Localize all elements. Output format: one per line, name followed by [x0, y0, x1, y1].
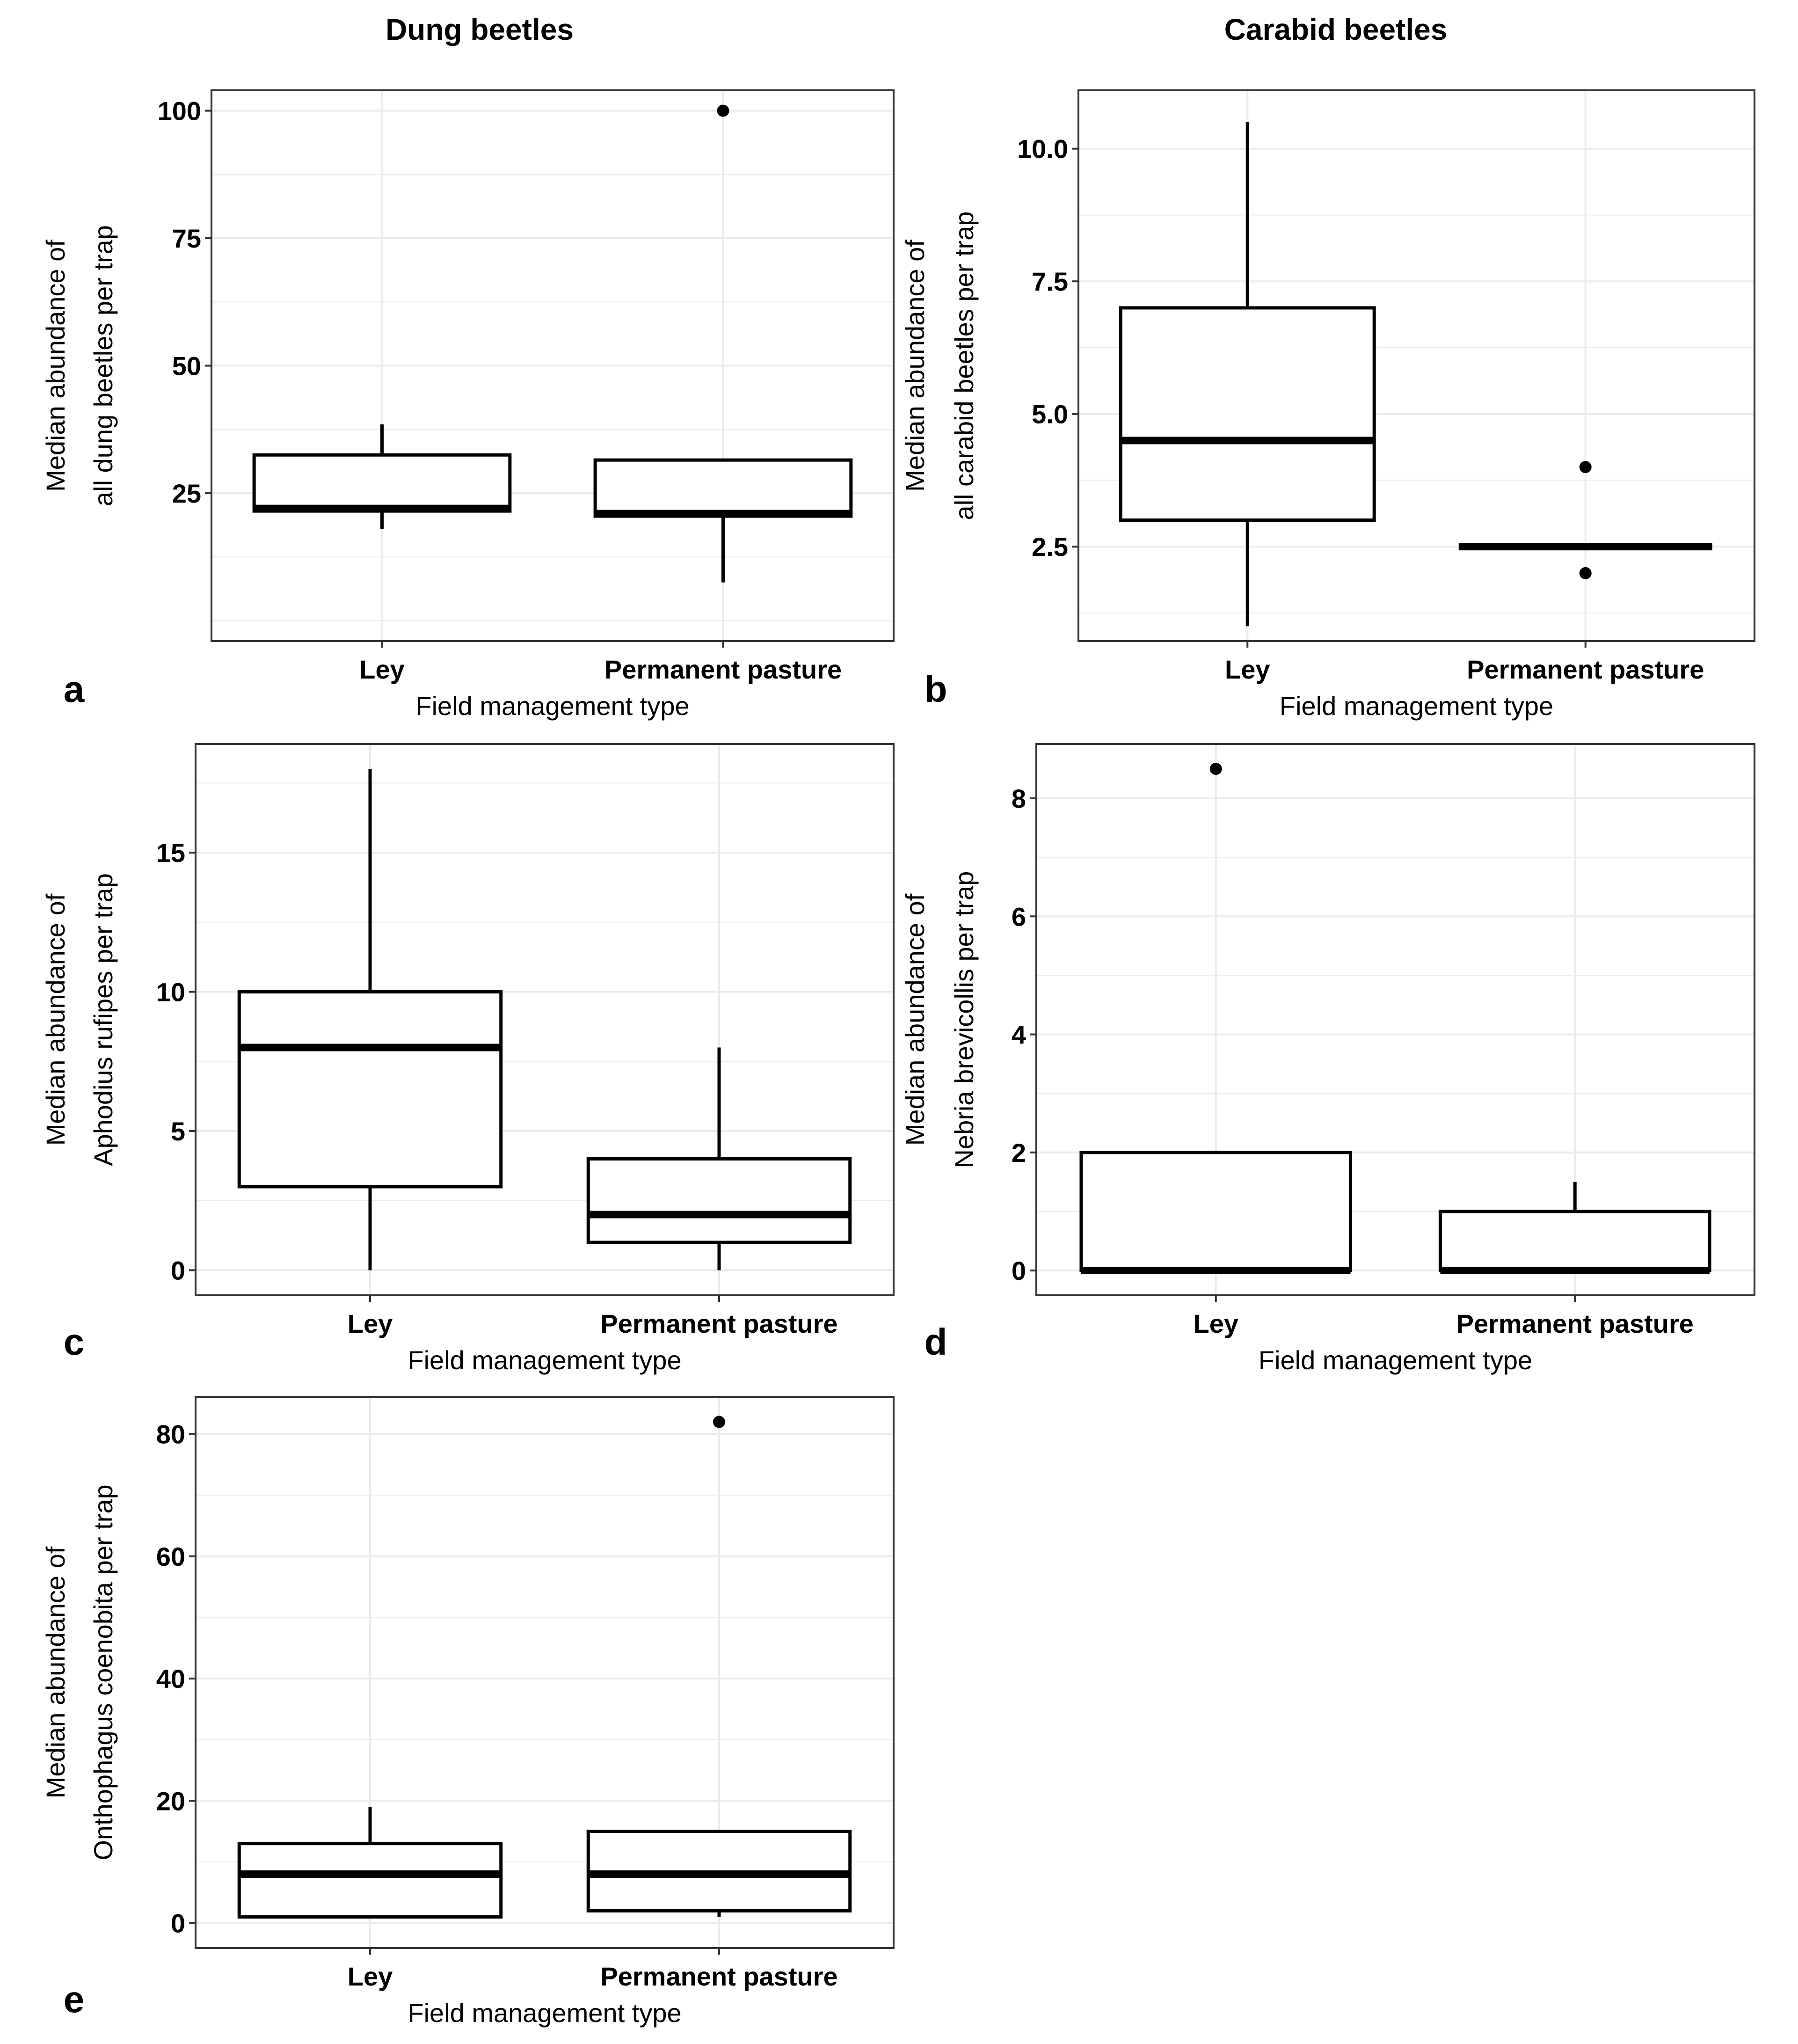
y-axis-title: all carabid beetles per trap — [949, 212, 979, 520]
y-axis-title: Onthophagus coenobita per trap — [88, 1484, 118, 1860]
column-title-dung-beetles: Dung beetles — [386, 13, 574, 46]
y-tick-label: 100 — [158, 96, 201, 126]
box-d-2 — [1438, 1182, 1711, 1275]
x-tick-label: Permanent pasture — [600, 1962, 837, 1991]
box-iqr — [1079, 1151, 1353, 1272]
y-tick-label: 40 — [156, 1664, 185, 1694]
box-c-2 — [586, 1047, 852, 1270]
column-title-carabid-beetles: Carabid beetles — [1224, 13, 1448, 46]
panel-label: b — [924, 668, 947, 710]
y-axis-title: Nebria brevicollis per trap — [949, 871, 979, 1168]
box-a-1 — [252, 424, 512, 529]
panel-border — [195, 743, 895, 1296]
y-tick-label: 0 — [171, 1908, 185, 1938]
y-tick-label: 7.5 — [1032, 267, 1068, 296]
y-tick-label: 5.0 — [1032, 400, 1068, 429]
box-e-2 — [586, 1416, 852, 1917]
outlier-point — [713, 1416, 725, 1428]
box-iqr — [593, 458, 853, 518]
box-b-2 — [1458, 461, 1712, 579]
y-tick-label: 0 — [1012, 1256, 1026, 1285]
panel-border — [1077, 89, 1755, 642]
y-tick-label: 8 — [1012, 784, 1026, 813]
x-axis-title: Field management type — [408, 1998, 681, 2028]
box-e-1 — [237, 1807, 503, 1919]
y-axis-title: Median abundance of — [41, 240, 70, 492]
box-a-2 — [593, 104, 853, 583]
y-tick-label: 2.5 — [1032, 532, 1068, 562]
panel-c: 0 5 10 15 Ley Permanent pasture Field manageme… — [41, 743, 895, 1375]
panel-e: 0 20 40 60 80 Ley Permanent pasture Field manag… — [41, 1396, 895, 2028]
x-tick-label: Permanent pasture — [600, 1309, 837, 1338]
x-tick-label: Ley — [348, 1962, 393, 1991]
y-axis-title: Median abundance of — [41, 1546, 70, 1798]
x-tick-label: Ley — [359, 655, 405, 684]
y-axis-title: Median abundance of — [900, 240, 930, 492]
y-tick-label: 60 — [156, 1542, 185, 1571]
box-iqr — [1438, 1210, 1711, 1272]
panel-label: e — [64, 1978, 85, 2020]
x-tick-label: Ley — [348, 1309, 393, 1338]
panel-a: 25 50 75 100 Ley Permanent pasture Field manag… — [41, 89, 895, 721]
panel-d: 0 2 4 6 8 Ley Permanent pasture Field managemen… — [900, 743, 1755, 1375]
x-tick-label: Permanent pasture — [604, 655, 842, 684]
y-tick-label: 10 — [156, 978, 185, 1007]
y-axis-title: Median abundance of — [900, 893, 930, 1146]
y-tick-label: 50 — [172, 351, 201, 381]
box-iqr — [237, 990, 503, 1189]
y-tick-label: 0 — [171, 1256, 185, 1285]
panel-border — [1035, 743, 1755, 1296]
box-iqr — [252, 453, 512, 513]
x-tick-label: Ley — [1194, 1309, 1239, 1338]
y-axis-title: all dung beetles per trap — [88, 225, 118, 506]
outlier-point — [1579, 567, 1592, 579]
y-axis-title: Aphodius rufipes per trap — [88, 873, 118, 1166]
box-iqr — [237, 1842, 503, 1919]
y-tick-label: 75 — [172, 224, 201, 253]
y-tick-label: 25 — [172, 479, 201, 508]
x-axis-title: Field management type — [1280, 691, 1553, 721]
x-axis-title: Field management type — [415, 691, 689, 721]
y-axis-title: Median abundance of — [41, 893, 70, 1146]
box-b-1 — [1119, 122, 1376, 627]
panel-label: d — [924, 1321, 947, 1363]
x-tick-label: Ley — [1225, 655, 1270, 684]
y-tick-label: 20 — [156, 1786, 185, 1816]
y-tick-label: 6 — [1012, 902, 1026, 931]
y-tick-label: 15 — [156, 838, 185, 868]
x-tick-label: Permanent pasture — [1456, 1309, 1694, 1338]
box-iqr — [1119, 306, 1376, 522]
panel-label: c — [64, 1321, 85, 1363]
x-tick-label: Permanent pasture — [1467, 655, 1704, 684]
box-iqr — [586, 1157, 852, 1244]
panel-border — [195, 1396, 895, 1949]
x-axis-title: Field management type — [408, 1345, 681, 1375]
panel-label: a — [64, 668, 85, 710]
y-tick-label: 4 — [1012, 1020, 1026, 1050]
panel-b: 2.5 5.0 7.5 10.0 Ley Permanent pasture Field m… — [900, 89, 1755, 721]
y-tick-label: 10.0 — [1017, 134, 1068, 164]
y-tick-label: 80 — [156, 1420, 185, 1449]
outlier-point — [1579, 461, 1592, 474]
x-axis-title: Field management type — [1259, 1345, 1532, 1375]
box-d-1 — [1079, 762, 1353, 1275]
y-tick-label: 5 — [171, 1117, 185, 1146]
outlier-point — [1209, 762, 1222, 775]
box-c-1 — [237, 769, 503, 1270]
outlier-point — [717, 104, 729, 117]
y-tick-label: 2 — [1012, 1138, 1026, 1168]
